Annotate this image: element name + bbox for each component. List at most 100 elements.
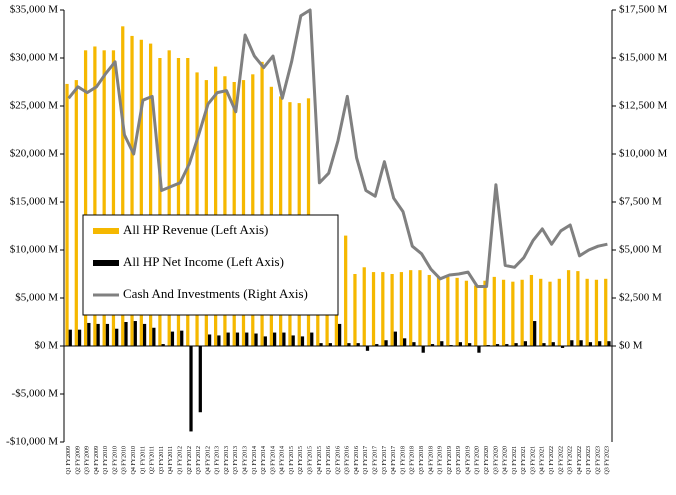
bar [93,46,97,346]
bar [291,335,295,346]
bar [74,80,78,346]
bar [576,271,580,346]
bar [235,332,240,346]
x-tick-label: Q1 FY2018 [400,446,406,475]
x-tick-label: Q1 FY2012 [177,446,183,475]
bar [189,346,193,432]
bar [204,80,208,346]
x-tick-label: Q2 FY2013 [224,446,230,475]
bar [464,280,469,346]
bar [455,277,459,346]
x-tick-label: Q4 FY2010 [131,446,137,475]
y-tick-label: $15,000 M [10,196,59,208]
x-tick-label: Q4 FY2018 [428,446,434,475]
y2-tick-label: $2,500 M [619,292,662,304]
legend-box [82,214,339,316]
bar [272,332,277,346]
bar [594,279,599,346]
bar [170,331,175,346]
legend-label: All HP Revenue (Left Axis) [123,222,268,237]
x-tick-label: Q3 FY2020 [493,446,499,475]
x-tick-label: Q1 FY2021 [512,446,518,475]
bar [83,50,88,346]
x-tick-label: Q2 FY2015 [298,446,304,475]
x-tick-label: Q4 FY2015 [317,446,323,475]
bar [384,340,388,346]
bar [393,331,397,346]
x-tick-label: Q3 FY2013 [233,446,239,475]
x-tick-label: Q3 FY2014 [270,446,276,475]
x-tick-label: Q2 FY2016 [335,446,341,475]
x-tick-label: Q1 FY2011 [140,446,146,474]
x-tick-label: Q3 FY2022 [568,446,574,475]
bar [523,341,528,346]
bar [111,50,116,346]
bar [362,267,366,346]
x-tick-label: Q4 FY2016 [354,446,360,475]
bar [180,330,184,346]
x-tick-label: Q2 FY2023 [595,446,601,475]
bar [381,272,385,346]
bar [533,321,537,346]
bar [514,343,518,346]
bar [365,346,370,351]
bar [421,346,425,353]
bar [430,344,435,346]
y-tick-label: -$10,000 M [6,436,58,448]
x-tick-label: Q1 FY2013 [215,446,221,475]
bar [251,74,255,346]
y-tick-label: $35,000 M [10,4,59,16]
bar [557,278,561,346]
bar [96,323,100,346]
x-tick-label: Q1 FY2010 [103,446,109,475]
bar [542,343,546,346]
bar [102,50,106,346]
y2-tick-label: $17,500 M [619,4,668,16]
bar [353,274,357,346]
bar [226,332,230,346]
bar [390,274,394,346]
bar [403,338,407,346]
y2-tick-label: $0 M [619,340,643,352]
x-tick-label: Q1 FY2019 [438,446,444,475]
bar [77,329,82,346]
bar [495,344,500,346]
x-tick-label: Q4 FY2019 [465,446,471,475]
bar [399,272,404,346]
x-tick-label: Q1 FY2022 [549,446,555,475]
bar [328,343,332,346]
x-tick-label: Q3 FY2023 [605,446,611,475]
x-tick-label: Q2 FY2010 [112,446,118,475]
bar [585,278,589,346]
x-tick-label: Q3 FY2009 [85,446,91,475]
bar [68,329,72,346]
x-tick-label: Q2 FY2020 [484,446,490,475]
bar [607,341,611,346]
y2-tick-label: $5,000 M [619,244,662,256]
bar [87,322,91,346]
x-tick-label: Q3 FY2015 [308,446,314,475]
bar [223,76,227,347]
y-tick-label: $20,000 M [10,148,59,160]
x-tick-label: Q2 FY2022 [558,446,564,475]
x-tick-label: Q1 FY2017 [363,446,369,475]
x-tick-label: Q2 FY2019 [447,446,453,475]
y-tick-label: $0 M [34,340,58,352]
bar [511,281,515,346]
bar [579,340,583,346]
x-tick-label: Q3 FY2012 [196,446,202,475]
bar [338,323,342,346]
bar [446,276,450,346]
bar [263,336,267,346]
bar [501,279,506,346]
bar [436,276,441,346]
x-tick-label: Q3 FY2011 [159,446,165,474]
bar [300,336,305,346]
x-tick-label: Q3 FY2019 [456,446,462,475]
bar [217,335,221,346]
bar [548,281,552,346]
bar [148,43,153,346]
x-tick-label: Q1 FY2015 [289,446,295,475]
bar [186,58,190,346]
